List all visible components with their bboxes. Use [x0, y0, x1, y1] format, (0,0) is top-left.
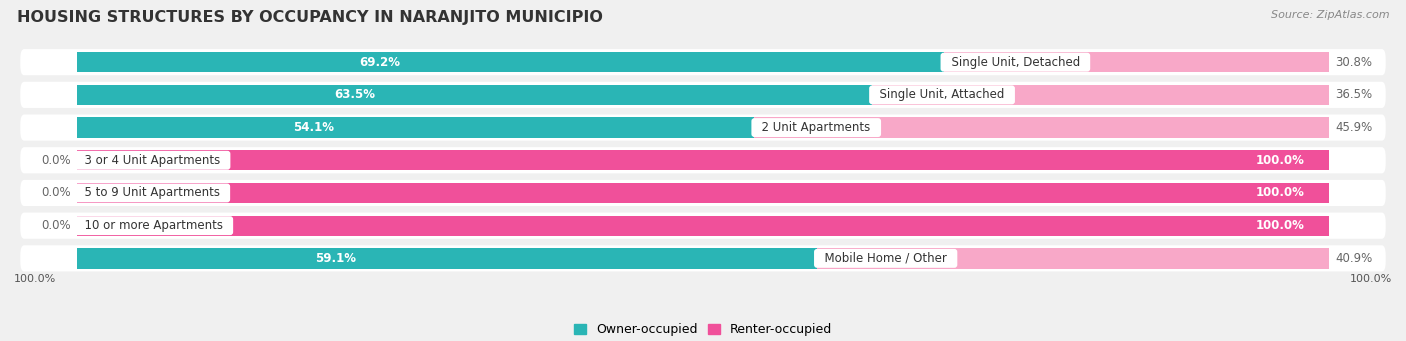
Text: 36.5%: 36.5%: [1336, 88, 1372, 101]
FancyBboxPatch shape: [20, 212, 1386, 239]
Legend: Owner-occupied, Renter-occupied: Owner-occupied, Renter-occupied: [569, 320, 837, 340]
Bar: [77, 248, 817, 268]
Bar: [872, 85, 1329, 105]
Text: Single Unit, Detached: Single Unit, Detached: [943, 56, 1087, 69]
Text: 45.9%: 45.9%: [1336, 121, 1372, 134]
Text: Mobile Home / Other: Mobile Home / Other: [817, 252, 955, 265]
Text: 10 or more Apartments: 10 or more Apartments: [77, 219, 231, 232]
Text: 0.0%: 0.0%: [41, 187, 70, 199]
FancyBboxPatch shape: [20, 82, 1386, 108]
Text: 59.1%: 59.1%: [315, 252, 356, 265]
FancyBboxPatch shape: [20, 115, 1386, 140]
Bar: [943, 52, 1329, 72]
Text: 100.0%: 100.0%: [1350, 273, 1392, 284]
Text: 54.1%: 54.1%: [294, 121, 335, 134]
Text: HOUSING STRUCTURES BY OCCUPANCY IN NARANJITO MUNICIPIO: HOUSING STRUCTURES BY OCCUPANCY IN NARAN…: [17, 10, 603, 25]
Bar: [77, 85, 872, 105]
Text: 100.0%: 100.0%: [14, 273, 56, 284]
Bar: [755, 117, 1329, 138]
Text: 0.0%: 0.0%: [41, 219, 70, 232]
Bar: [77, 150, 1329, 170]
Text: Source: ZipAtlas.com: Source: ZipAtlas.com: [1271, 10, 1389, 20]
Bar: [77, 216, 1329, 236]
FancyBboxPatch shape: [20, 245, 1386, 271]
Text: 69.2%: 69.2%: [360, 56, 401, 69]
Text: 100.0%: 100.0%: [1256, 187, 1305, 199]
FancyBboxPatch shape: [20, 147, 1386, 173]
Text: 0.0%: 0.0%: [41, 154, 70, 167]
Bar: [817, 248, 1329, 268]
Text: Single Unit, Attached: Single Unit, Attached: [872, 88, 1012, 101]
Text: 100.0%: 100.0%: [1256, 219, 1305, 232]
Bar: [77, 52, 943, 72]
Text: 63.5%: 63.5%: [335, 88, 375, 101]
Text: 30.8%: 30.8%: [1336, 56, 1372, 69]
Bar: [77, 183, 1329, 203]
Text: 40.9%: 40.9%: [1336, 252, 1372, 265]
Text: 2 Unit Apartments: 2 Unit Apartments: [755, 121, 879, 134]
Text: 3 or 4 Unit Apartments: 3 or 4 Unit Apartments: [77, 154, 228, 167]
FancyBboxPatch shape: [20, 180, 1386, 206]
Text: 100.0%: 100.0%: [1256, 154, 1305, 167]
FancyBboxPatch shape: [20, 49, 1386, 75]
Text: 5 to 9 Unit Apartments: 5 to 9 Unit Apartments: [77, 187, 228, 199]
Bar: [77, 117, 755, 138]
